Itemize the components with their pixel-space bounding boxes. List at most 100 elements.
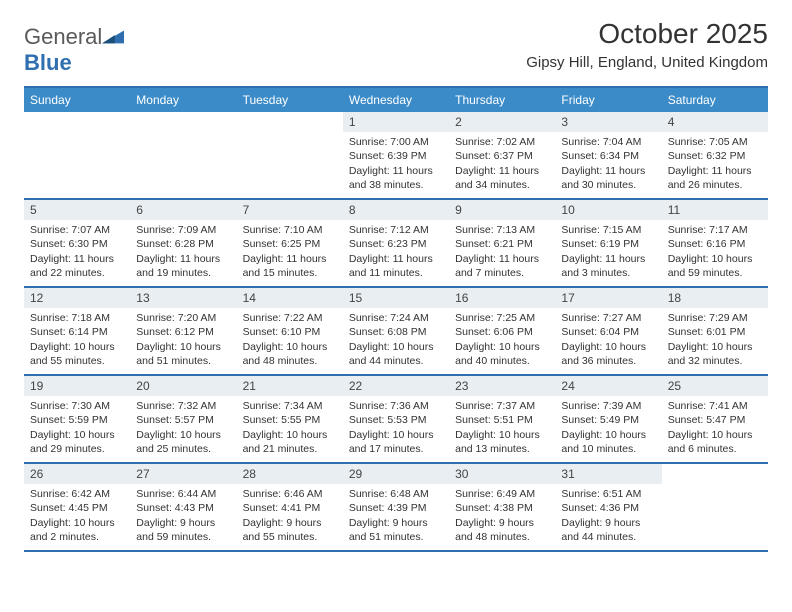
sunrise-line: Sunrise: 7:18 AM — [30, 311, 124, 325]
weekday-header: Monday — [130, 88, 236, 112]
daylight-line: Daylight: 11 hours and 38 minutes. — [349, 164, 443, 192]
sunrise-line: Sunrise: 6:44 AM — [136, 487, 230, 501]
day-cell: 8Sunrise: 7:12 AMSunset: 6:23 PMDaylight… — [343, 200, 449, 286]
day-cell — [130, 112, 236, 198]
sunrise-line: Sunrise: 7:05 AM — [668, 135, 762, 149]
daylight-line: Daylight: 11 hours and 3 minutes. — [561, 252, 655, 280]
sunset-line: Sunset: 6:28 PM — [136, 237, 230, 251]
day-number: 6 — [130, 200, 236, 220]
daylight-line: Daylight: 10 hours and 51 minutes. — [136, 340, 230, 368]
month-title: October 2025 — [526, 18, 768, 50]
day-cell: 5 Sunrise: 7:07 AMSunset: 6:30 PMDaylight… — [24, 200, 130, 286]
weekday-header: Sunday — [24, 88, 130, 112]
daylight-line: Daylight: 11 hours and 22 minutes. — [30, 252, 124, 280]
day-cell: 11Sunrise: 7:17 AMSunset: 6:16 PMDayligh… — [662, 200, 768, 286]
sunrise-line: Sunrise: 7:09 AM — [136, 223, 230, 237]
day-number: 7 — [237, 200, 343, 220]
day-cell: 25Sunrise: 7:41 AMSunset: 5:47 PMDayligh… — [662, 376, 768, 462]
sunset-line: Sunset: 6:01 PM — [668, 325, 762, 339]
day-number: 19 — [24, 376, 130, 396]
day-number: 4 — [662, 112, 768, 132]
sunset-line: Sunset: 5:49 PM — [561, 413, 655, 427]
sunrise-line: Sunrise: 7:13 AM — [455, 223, 549, 237]
day-cell: 30Sunrise: 6:49 AMSunset: 4:38 PMDayligh… — [449, 464, 555, 550]
sunset-line: Sunset: 6:19 PM — [561, 237, 655, 251]
sunset-line: Sunset: 6:25 PM — [243, 237, 337, 251]
brand-triangle-icon — [102, 28, 124, 44]
daylight-line: Daylight: 10 hours and 29 minutes. — [30, 428, 124, 456]
daylight-line: Daylight: 10 hours and 40 minutes. — [455, 340, 549, 368]
sunrise-line: Sunrise: 6:48 AM — [349, 487, 443, 501]
day-number: 5 — [24, 200, 130, 220]
sunset-line: Sunset: 6:30 PM — [30, 237, 124, 251]
daylight-line: Daylight: 11 hours and 34 minutes. — [455, 164, 549, 192]
daylight-line: Daylight: 10 hours and 10 minutes. — [561, 428, 655, 456]
daylight-line: Daylight: 10 hours and 48 minutes. — [243, 340, 337, 368]
day-cell: 16Sunrise: 7:25 AMSunset: 6:06 PMDayligh… — [449, 288, 555, 374]
day-cell: 17Sunrise: 7:27 AMSunset: 6:04 PMDayligh… — [555, 288, 661, 374]
daylight-line: Daylight: 10 hours and 59 minutes. — [668, 252, 762, 280]
sunset-line: Sunset: 6:32 PM — [668, 149, 762, 163]
sunrise-line: Sunrise: 7:24 AM — [349, 311, 443, 325]
sunrise-line: Sunrise: 6:42 AM — [30, 487, 124, 501]
weekday-header-row: SundayMondayTuesdayWednesdayThursdayFrid… — [24, 88, 768, 112]
sunset-line: Sunset: 4:36 PM — [561, 501, 655, 515]
day-cell: 21Sunrise: 7:34 AMSunset: 5:55 PMDayligh… — [237, 376, 343, 462]
sunset-line: Sunset: 5:53 PM — [349, 413, 443, 427]
sunrise-line: Sunrise: 7:34 AM — [243, 399, 337, 413]
day-number: 16 — [449, 288, 555, 308]
sunrise-line: Sunrise: 7:04 AM — [561, 135, 655, 149]
sunrise-line: Sunrise: 7:12 AM — [349, 223, 443, 237]
day-number: 21 — [237, 376, 343, 396]
sunrise-line: Sunrise: 7:39 AM — [561, 399, 655, 413]
day-cell: 1Sunrise: 7:00 AMSunset: 6:39 PMDaylight… — [343, 112, 449, 198]
day-cell — [24, 112, 130, 198]
sunset-line: Sunset: 6:12 PM — [136, 325, 230, 339]
sunset-line: Sunset: 6:08 PM — [349, 325, 443, 339]
daylight-line: Daylight: 11 hours and 15 minutes. — [243, 252, 337, 280]
day-cell: 7Sunrise: 7:10 AMSunset: 6:25 PMDaylight… — [237, 200, 343, 286]
sunset-line: Sunset: 4:43 PM — [136, 501, 230, 515]
day-number: 24 — [555, 376, 661, 396]
daylight-line: Daylight: 9 hours and 55 minutes. — [243, 516, 337, 544]
day-number: 26 — [24, 464, 130, 484]
sunrise-line: Sunrise: 7:22 AM — [243, 311, 337, 325]
day-cell: 22Sunrise: 7:36 AMSunset: 5:53 PMDayligh… — [343, 376, 449, 462]
daylight-line: Daylight: 10 hours and 55 minutes. — [30, 340, 124, 368]
day-cell: 12Sunrise: 7:18 AMSunset: 6:14 PMDayligh… — [24, 288, 130, 374]
day-number: 1 — [343, 112, 449, 132]
day-cell: 9Sunrise: 7:13 AMSunset: 6:21 PMDaylight… — [449, 200, 555, 286]
sunrise-line: Sunrise: 7:17 AM — [668, 223, 762, 237]
sunrise-line: Sunrise: 7:07 AM — [30, 223, 124, 237]
day-number: 22 — [343, 376, 449, 396]
week-row: 12Sunrise: 7:18 AMSunset: 6:14 PMDayligh… — [24, 288, 768, 376]
daylight-line: Daylight: 10 hours and 21 minutes. — [243, 428, 337, 456]
day-number: 14 — [237, 288, 343, 308]
brand-word2: Blue — [24, 50, 72, 75]
header: General Blue October 2025 Gipsy Hill, En… — [24, 18, 768, 76]
daylight-line: Daylight: 11 hours and 26 minutes. — [668, 164, 762, 192]
day-number: 9 — [449, 200, 555, 220]
sunset-line: Sunset: 6:06 PM — [455, 325, 549, 339]
day-cell: 31Sunrise: 6:51 AMSunset: 4:36 PMDayligh… — [555, 464, 661, 550]
day-cell — [237, 112, 343, 198]
day-cell: 14 Sunrise: 7:22 AMSunset: 6:10 PMDayligh… — [237, 288, 343, 374]
day-number: 3 — [555, 112, 661, 132]
day-number: 11 — [662, 200, 768, 220]
week-row: 5Sunrise: 7:07 AMSunset: 6:30 PMDaylight… — [24, 200, 768, 288]
daylight-line: Daylight: 9 hours and 44 minutes. — [561, 516, 655, 544]
weekday-header: Thursday — [449, 88, 555, 112]
day-number: 12 — [24, 288, 130, 308]
daylight-line: Daylight: 9 hours and 59 minutes. — [136, 516, 230, 544]
daylight-line: Daylight: 10 hours and 44 minutes. — [349, 340, 443, 368]
title-block: October 2025 Gipsy Hill, England, United… — [526, 18, 768, 71]
sunset-line: Sunset: 4:45 PM — [30, 501, 124, 515]
daylight-line: Daylight: 10 hours and 2 minutes. — [30, 516, 124, 544]
sunrise-line: Sunrise: 7:00 AM — [349, 135, 443, 149]
day-cell — [662, 464, 768, 550]
daylight-line: Daylight: 10 hours and 25 minutes. — [136, 428, 230, 456]
sunset-line: Sunset: 6:10 PM — [243, 325, 337, 339]
sunset-line: Sunset: 6:37 PM — [455, 149, 549, 163]
day-number: 25 — [662, 376, 768, 396]
day-cell: 18Sunrise: 7:29 AMSunset: 6:01 PMDayligh… — [662, 288, 768, 374]
